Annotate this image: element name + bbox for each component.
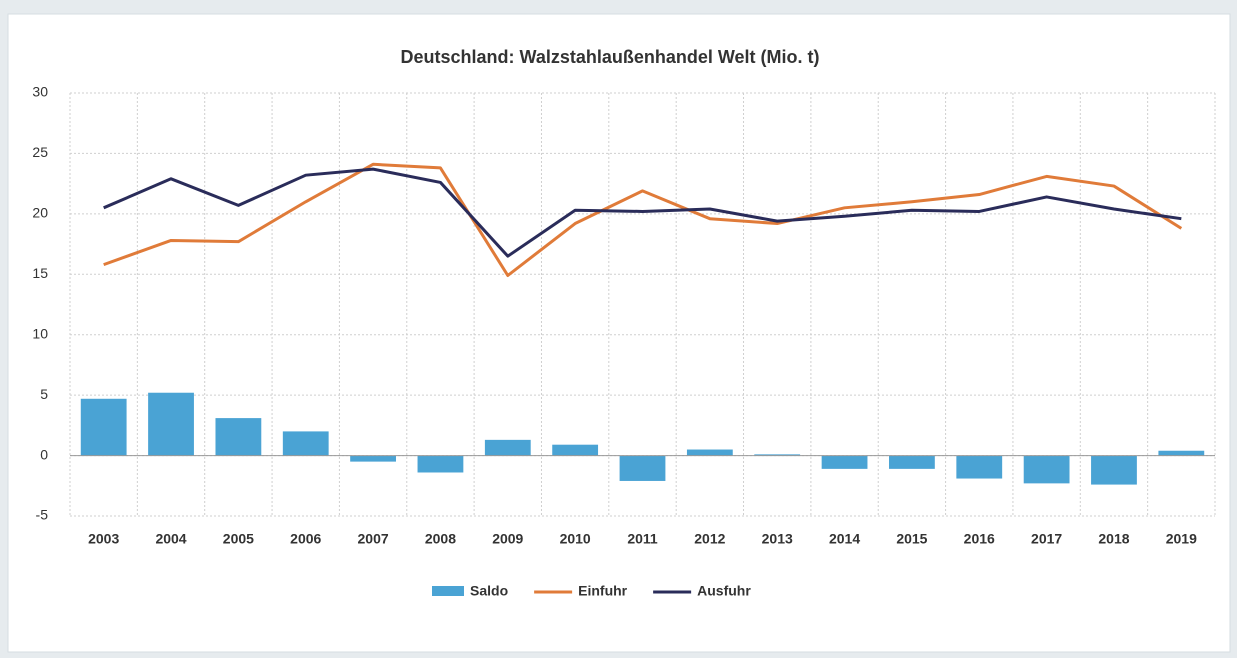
- y-tick-label: -5: [36, 507, 49, 523]
- y-tick-label: 25: [32, 144, 48, 160]
- bar: [1158, 450, 1205, 456]
- bar: [754, 454, 801, 456]
- bar: [80, 398, 127, 456]
- chart-title: Deutschland: Walzstahlaußenhandel Welt (…: [400, 47, 819, 67]
- x-tick-label: 2014: [829, 531, 860, 547]
- bar: [889, 455, 935, 469]
- x-tick-label: 2004: [155, 531, 186, 547]
- x-tick-label: 2006: [290, 531, 321, 547]
- x-tick-label: 2007: [358, 531, 389, 547]
- y-tick-label: 15: [32, 265, 48, 281]
- x-tick-label: 2018: [1098, 531, 1129, 547]
- bar: [417, 455, 464, 473]
- bar: [619, 455, 666, 481]
- x-tick-label: 2008: [425, 531, 456, 547]
- x-tick-label: 2003: [88, 531, 119, 547]
- bar: [686, 449, 733, 456]
- bar: [552, 444, 599, 456]
- bar: [350, 455, 396, 462]
- bar: [148, 392, 194, 456]
- legend-swatch: [432, 586, 464, 596]
- bar: [1023, 455, 1070, 484]
- y-tick-label: 0: [40, 446, 48, 462]
- y-tick-label: 20: [32, 205, 48, 221]
- line-series: [103, 162, 1183, 277]
- x-tick-label: 2016: [964, 531, 995, 547]
- x-tick-label: 2005: [223, 531, 254, 547]
- x-tick-label: 2019: [1166, 531, 1197, 547]
- chart-panel: [7, 13, 1231, 653]
- x-tick-label: 2015: [896, 531, 927, 547]
- x-tick-label: 2009: [492, 531, 523, 547]
- line-series: [103, 167, 1182, 258]
- bar: [956, 455, 1003, 479]
- x-tick-label: 2010: [560, 531, 591, 547]
- bar: [282, 431, 329, 456]
- bar: [821, 455, 868, 469]
- y-tick-label: 30: [32, 84, 48, 100]
- x-tick-label: 2013: [762, 531, 793, 547]
- y-tick-label: 5: [40, 386, 48, 402]
- x-tick-label: 2012: [694, 531, 725, 547]
- y-tick-label: 10: [32, 325, 48, 341]
- legend-label: Einfuhr: [578, 583, 628, 599]
- bar: [215, 418, 262, 456]
- bar: [484, 439, 531, 456]
- legend-label: Ausfuhr: [697, 583, 751, 599]
- bar: [1091, 455, 1137, 485]
- x-tick-label: 2017: [1031, 531, 1062, 547]
- x-tick-label: 2011: [627, 531, 658, 547]
- legend-label: Saldo: [470, 583, 508, 599]
